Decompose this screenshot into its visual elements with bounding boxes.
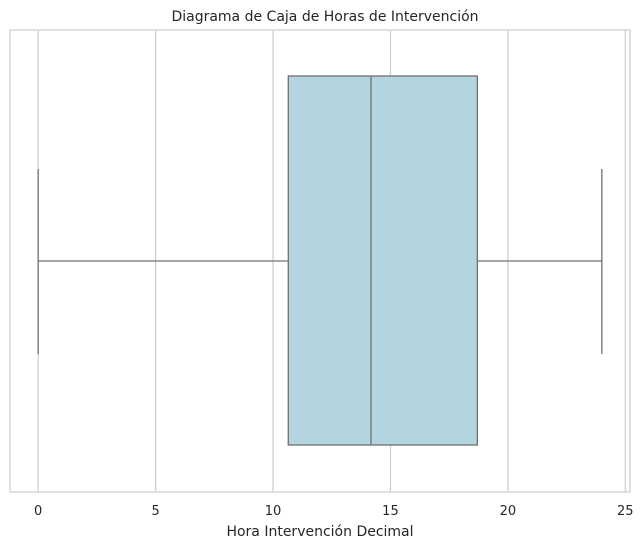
x-axis-label: Hora Intervención Decimal: [226, 524, 413, 540]
x-tick-labels: 0 5 10 15 20 25: [34, 504, 634, 519]
x-tick-label: 0: [34, 504, 42, 519]
x-tick-label: 5: [151, 504, 159, 519]
plot-frame: [9, 29, 631, 493]
x-tick-label: 25: [617, 504, 634, 519]
x-tick-label: 15: [382, 504, 399, 519]
chart-title: Diagrama de Caja de Horas de Intervenció…: [171, 9, 478, 25]
iqr-box: [287, 75, 478, 446]
box: [37, 75, 603, 446]
x-tick-label: 20: [500, 504, 517, 519]
x-tick-label: 10: [265, 504, 282, 519]
